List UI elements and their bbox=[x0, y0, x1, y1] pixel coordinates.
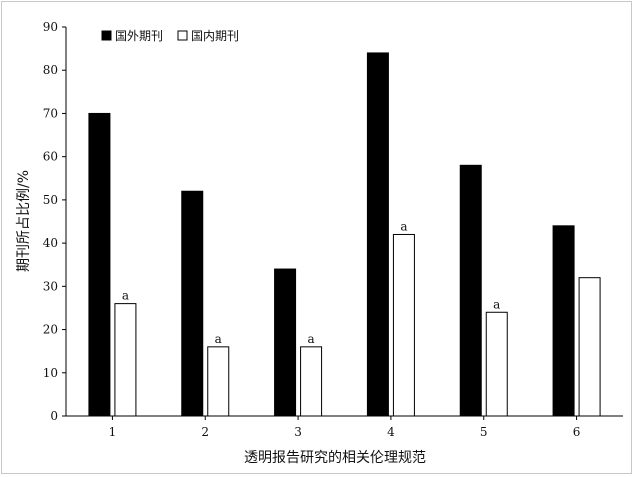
chart-axes: 0 10 20 30 40 50 60 70 80 90 1 2 3 4 5 6 bbox=[43, 20, 623, 439]
legend-swatch-series2 bbox=[177, 30, 188, 41]
bar-series1 bbox=[366, 52, 389, 417]
legend-label-series1: 国外期刊 bbox=[115, 29, 163, 43]
bar-series2 bbox=[485, 311, 508, 417]
y-tick-label: 40 bbox=[43, 236, 58, 250]
y-tick-label: 20 bbox=[43, 323, 58, 337]
legend-swatch-series1 bbox=[101, 30, 112, 41]
y-tick-label: 50 bbox=[43, 193, 58, 207]
legend-label-series2: 国内期刊 bbox=[191, 29, 239, 43]
bar-series1 bbox=[181, 190, 204, 417]
x-tick-label: 1 bbox=[109, 425, 117, 439]
x-tick-label: 5 bbox=[480, 425, 488, 439]
y-tick-label: 70 bbox=[43, 106, 58, 120]
bar-annotation: a bbox=[215, 332, 222, 346]
bar-series1 bbox=[552, 225, 575, 417]
bar-series1 bbox=[274, 268, 297, 417]
bar-annotation: a bbox=[122, 289, 129, 303]
bar-series2 bbox=[300, 346, 323, 417]
bar-series2 bbox=[114, 303, 137, 417]
y-tick-label: 80 bbox=[43, 63, 58, 77]
bar-series1 bbox=[88, 112, 111, 417]
x-tick-label: 2 bbox=[201, 425, 209, 439]
bar-series2 bbox=[392, 233, 415, 417]
y-tick-label: 60 bbox=[43, 150, 58, 164]
y-tick-label: 30 bbox=[43, 279, 58, 293]
y-tick-label: 90 bbox=[43, 20, 58, 34]
bar-annotation: a bbox=[400, 219, 407, 233]
x-tick-label: 3 bbox=[294, 425, 302, 439]
legend: 国外期刊 国内期刊 bbox=[101, 29, 239, 43]
bar-series2 bbox=[207, 346, 230, 417]
x-tick-label: 6 bbox=[573, 425, 581, 439]
chart-marks: a a a a a bbox=[88, 52, 601, 417]
x-tick-label: 4 bbox=[387, 425, 395, 439]
y-tick-label: 0 bbox=[50, 409, 58, 423]
bar-annotation: a bbox=[308, 332, 315, 346]
y-tick-label: 10 bbox=[43, 366, 58, 380]
bar-series1 bbox=[459, 164, 482, 417]
bar-series2 bbox=[578, 277, 601, 417]
x-axis-title: 透明报告研究的相关伦理规范 bbox=[244, 449, 426, 466]
bar-annotation: a bbox=[493, 297, 500, 311]
y-axis-title: 期刊所占比例/% bbox=[16, 170, 32, 272]
